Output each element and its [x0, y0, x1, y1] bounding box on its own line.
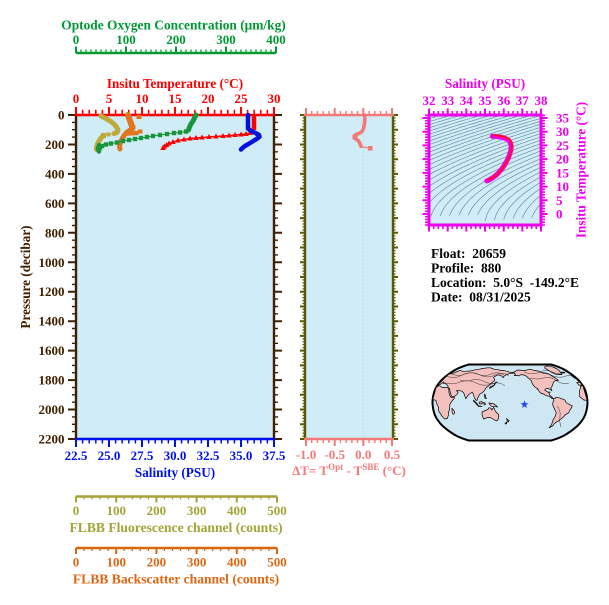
svg-text:0: 0 [58, 108, 65, 123]
svg-text:Pressure (decibar): Pressure (decibar) [18, 225, 33, 328]
svg-text:Insitu Temperature (°C): Insitu Temperature (°C) [107, 76, 243, 91]
svg-text:0: 0 [556, 207, 563, 222]
svg-text:-0.5: -0.5 [324, 447, 345, 462]
svg-text:2000: 2000 [39, 402, 65, 417]
svg-text:400: 400 [227, 503, 247, 518]
svg-text:33: 33 [441, 93, 455, 108]
svg-text:500: 500 [267, 555, 287, 570]
svg-text:300: 300 [216, 32, 236, 47]
svg-text:Float: 20659: Float: 20659 [431, 246, 506, 261]
svg-text:1600: 1600 [39, 343, 65, 358]
svg-text:0: 0 [73, 555, 80, 570]
svg-text:25.0: 25.0 [98, 448, 121, 463]
svg-text:25: 25 [556, 138, 570, 153]
svg-text:Profile: 880: Profile: 880 [431, 261, 501, 276]
svg-text:100: 100 [106, 555, 126, 570]
svg-text:38: 38 [535, 93, 549, 108]
svg-text:37.5: 37.5 [263, 448, 286, 463]
svg-text:200: 200 [147, 503, 167, 518]
svg-text:600: 600 [45, 196, 65, 211]
svg-text:37: 37 [516, 93, 530, 108]
svg-text:0.5: 0.5 [384, 447, 401, 462]
svg-text:800: 800 [45, 225, 65, 240]
svg-text:400: 400 [227, 555, 247, 570]
svg-text:Date: 08/31/2025: Date: 08/31/2025 [431, 290, 531, 305]
svg-text:ΔT= TOpt - TSBE (°C): ΔT= TOpt - TSBE (°C) [292, 462, 406, 478]
svg-text:200: 200 [45, 137, 65, 152]
svg-text:30.0: 30.0 [164, 448, 187, 463]
svg-text:FLBB Backscatter channel (coun: FLBB Backscatter channel (counts) [73, 572, 279, 588]
svg-text:36: 36 [497, 93, 511, 108]
svg-text:20: 20 [556, 152, 569, 167]
svg-text:15: 15 [169, 91, 183, 106]
svg-text:30: 30 [556, 124, 569, 139]
svg-text:-1.0: -1.0 [296, 447, 317, 462]
svg-text:22.5: 22.5 [65, 448, 88, 463]
svg-text:1800: 1800 [39, 373, 65, 388]
svg-text:35: 35 [479, 93, 493, 108]
svg-text:20: 20 [202, 91, 215, 106]
svg-text:400: 400 [45, 166, 65, 181]
svg-text:Salinity (PSU): Salinity (PSU) [135, 465, 215, 480]
svg-text:0: 0 [73, 503, 80, 518]
svg-text:300: 300 [187, 555, 207, 570]
svg-text:32: 32 [423, 93, 436, 108]
svg-text:0: 0 [73, 32, 80, 47]
svg-text:27.5: 27.5 [131, 448, 154, 463]
svg-text:200: 200 [147, 555, 167, 570]
svg-text:100: 100 [106, 503, 126, 518]
svg-text:FLBB Fluorescence channel (cou: FLBB Fluorescence channel (counts) [69, 520, 282, 536]
svg-text:500: 500 [267, 503, 287, 518]
svg-text:5: 5 [556, 193, 563, 208]
svg-text:34: 34 [460, 93, 474, 108]
svg-text:0.0: 0.0 [355, 447, 371, 462]
svg-text:300: 300 [187, 503, 207, 518]
svg-text:1000: 1000 [39, 255, 65, 270]
svg-text:0: 0 [73, 91, 80, 106]
svg-text:1200: 1200 [39, 284, 65, 299]
svg-text:Insitu Temperature (°C): Insitu Temperature (°C) [574, 102, 589, 238]
svg-text:1400: 1400 [39, 314, 65, 329]
svg-text:100: 100 [116, 32, 136, 47]
svg-text:Salinity (PSU): Salinity (PSU) [445, 76, 525, 91]
svg-text:Optode Oxygen Concentration (μ: Optode Oxygen Concentration (μm/kg) [61, 18, 285, 33]
svg-text:10: 10 [556, 179, 569, 194]
svg-text:35: 35 [556, 111, 570, 126]
svg-text:2200: 2200 [39, 432, 65, 447]
svg-text:35.0: 35.0 [230, 448, 253, 463]
svg-text:30: 30 [268, 91, 281, 106]
svg-text:Location: 5.0°S -149.2°E: Location: 5.0°S -149.2°E [431, 275, 579, 290]
svg-text:200: 200 [166, 32, 186, 47]
svg-text:25: 25 [235, 91, 249, 106]
svg-text:15: 15 [556, 165, 570, 180]
svg-text:400: 400 [266, 32, 286, 47]
svg-text:5: 5 [106, 91, 113, 106]
svg-text:32.5: 32.5 [197, 448, 220, 463]
svg-text:10: 10 [136, 91, 149, 106]
